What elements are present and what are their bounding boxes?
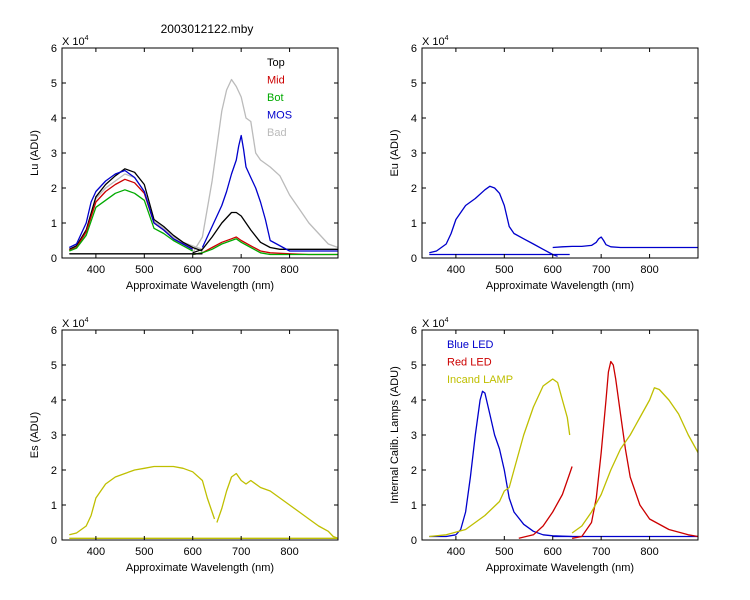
eu-ytick-label: 1 (411, 218, 417, 230)
lu-legend-entry: Mid (267, 75, 285, 87)
es-exponent-label: X 104 (62, 317, 89, 330)
lu-series (69, 78, 338, 256)
cal-xtick-label: 400 (447, 546, 465, 558)
cal-ytick-label: 6 (411, 325, 417, 337)
cal-ytick-label: 0 (411, 535, 417, 547)
lu-legend-entry: Bad (267, 127, 287, 139)
eu-ytick-label: 6 (411, 43, 417, 55)
lu-ytick-label: 4 (51, 113, 57, 125)
lu-ytick-label: 1 (51, 218, 57, 230)
cal-xtick-label: 500 (495, 546, 513, 558)
cal-series-line-5 (571, 387, 698, 534)
eu-xtick-label: 400 (447, 264, 465, 276)
es-ytick-label: 0 (51, 535, 57, 547)
eu-axes-frame (421, 47, 699, 259)
lu-legend-entry: Bot (267, 92, 284, 104)
lu-series-line-5 (192, 236, 338, 256)
lu-legend-entry: MOS (267, 110, 292, 122)
eu-exponent-label: X 104 (422, 35, 449, 48)
es-axes-frame (61, 329, 339, 541)
lu-xtick-label: 800 (280, 264, 298, 276)
lu-xlabel: Approximate Wavelength (nm) (126, 280, 274, 292)
eu-ytick-label: 3 (411, 148, 417, 160)
lu-series-line-9 (201, 134, 338, 252)
eu-xtick-label: 700 (592, 264, 610, 276)
es-ytick-label: 4 (51, 395, 57, 407)
cal-series-line-2 (518, 466, 573, 539)
lu-series-line-2 (69, 168, 203, 252)
lu-ytick-label: 3 (51, 148, 57, 160)
cal-series (429, 360, 698, 539)
eu-xlabel: Approximate Wavelength (nm) (486, 280, 634, 292)
lu-series-line-1 (192, 78, 338, 254)
lu-ytick-label: 5 (51, 78, 57, 90)
lu-ytick-label: 6 (51, 43, 57, 55)
lu-series-line-6 (69, 189, 194, 252)
es-ytick-label: 5 (51, 360, 57, 372)
cal-legend-entry: Incand LAMP (447, 374, 513, 386)
panel-cal: 400 500 600 700 800 0 1 2 3 4 5 6 X 104 Approximate W… (389, 317, 699, 574)
panel-eu: 400 500 600 700 800 0 1 2 3 4 5 6 X 104 Approximate W… (389, 35, 699, 292)
eu-ytick-label: 2 (411, 183, 417, 195)
cal-ytick-label: 3 (411, 430, 417, 442)
es-xtick-label: 400 (87, 546, 105, 558)
es-xtick-label: 600 (184, 546, 202, 558)
es-series-line-0 (69, 465, 216, 536)
es-ytick-label: 6 (51, 325, 57, 337)
es-xtick-label: 700 (232, 546, 250, 558)
cal-legend-entry: Blue LED (447, 339, 494, 351)
cal-series-line-3 (571, 360, 698, 539)
figure-title: 2003012122.mby (161, 22, 254, 36)
es-ytick-label: 1 (51, 500, 57, 512)
lu-ytick-label: 2 (51, 183, 57, 195)
lu-axes-frame (61, 47, 339, 259)
lu-xtick-label: 700 (232, 264, 250, 276)
eu-ytick-label: 5 (411, 78, 417, 90)
cal-legend-entry: Red LED (447, 357, 492, 369)
lu-series-line-8 (69, 169, 194, 250)
cal-ytick-label: 1 (411, 500, 417, 512)
es-xtick-label: 800 (280, 546, 298, 558)
eu-series-line-0 (429, 185, 558, 257)
eu-xtick-label: 500 (495, 264, 513, 276)
lu-xtick-label: 600 (184, 264, 202, 276)
cal-ylabel: Internal Calib. Lamps (ADU) (389, 366, 401, 504)
es-xlabel: Approximate Wavelength (nm) (126, 562, 274, 574)
cal-series-line-0 (429, 390, 573, 538)
eu-ytick-label: 4 (411, 113, 417, 125)
cal-ytick-label: 5 (411, 360, 417, 372)
eu-xtick-label: 800 (640, 264, 658, 276)
es-xtick-label: 500 (135, 546, 153, 558)
eu-series-line-1 (552, 236, 698, 249)
es-ylabel: Es (ADU) (29, 412, 41, 458)
panel-lu: 400 500 600 700 800 0 1 2 3 4 5 6 X 104 Approximate W… (29, 35, 339, 292)
cal-ytick-label: 2 (411, 465, 417, 477)
cal-series-line-4 (429, 378, 571, 538)
eu-ylabel: Eu (ADU) (389, 129, 401, 176)
eu-xtick-label: 600 (544, 264, 562, 276)
lu-xtick-label: 400 (87, 264, 105, 276)
eu-series (429, 185, 698, 257)
lu-series-line-3 (192, 211, 338, 254)
es-series (69, 465, 338, 539)
cal-xtick-label: 800 (640, 546, 658, 558)
es-ytick-label: 3 (51, 430, 57, 442)
lu-ylabel: Lu (ADU) (29, 130, 41, 176)
es-series-line-1 (216, 472, 338, 539)
cal-ytick-label: 4 (411, 395, 417, 407)
eu-ytick-label: 0 (411, 253, 417, 265)
lu-ytick-label: 0 (51, 253, 57, 265)
cal-xlabel: Approximate Wavelength (nm) (486, 562, 634, 574)
cal-exponent-label: X 104 (422, 317, 449, 330)
lu-legend-entry: Top (267, 57, 285, 69)
lu-xtick-label: 500 (135, 264, 153, 276)
lu-exponent-label: X 104 (62, 35, 89, 48)
es-ytick-label: 2 (51, 465, 57, 477)
cal-xtick-label: 700 (592, 546, 610, 558)
cal-xtick-label: 600 (544, 546, 562, 558)
panel-es: 400 500 600 700 800 0 1 2 3 4 5 6 X 104 Approximate W… (29, 317, 339, 574)
